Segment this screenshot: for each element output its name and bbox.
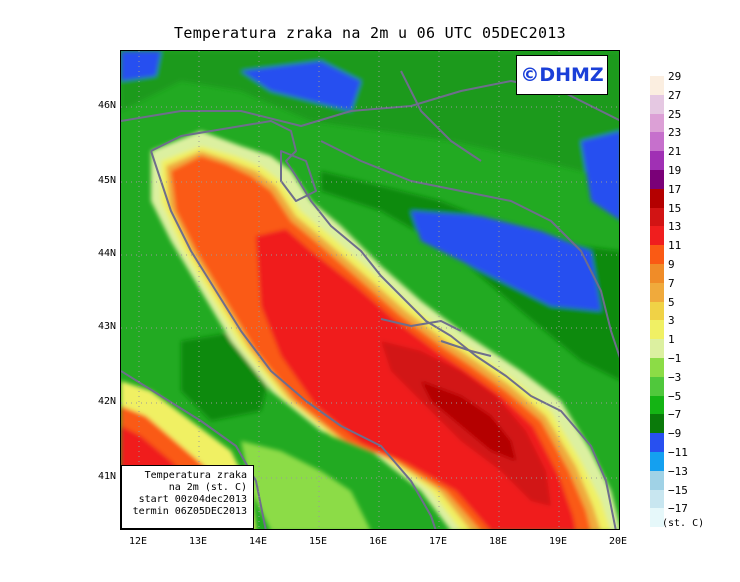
- legend-label: −15: [668, 483, 688, 497]
- legend-label: 21: [668, 145, 682, 159]
- legend-label: 3: [668, 314, 675, 328]
- lat-label-45n: 45N: [97, 175, 116, 186]
- cold-zone-north: [241, 61, 361, 111]
- lon-label-18e: 18E: [488, 536, 508, 547]
- lat-label-43n: 43N: [97, 321, 116, 332]
- border-north: [121, 80, 619, 127]
- legend-swatch: [650, 508, 664, 528]
- legend-swatch: [650, 282, 664, 302]
- adriatic-west-coast: [150, 150, 437, 529]
- sea-zone-7: [421, 381, 516, 461]
- temperature-field: [121, 51, 619, 529]
- lat-label-41n: 41N: [97, 471, 116, 482]
- lat-label-46n: 46N: [97, 100, 116, 111]
- adriatic-east-coast: [150, 120, 617, 529]
- legend-swatch: [650, 301, 664, 321]
- legend-label: 27: [668, 88, 682, 102]
- lat-label-42n: 42N: [97, 396, 116, 407]
- legend-label: 25: [668, 107, 682, 121]
- legend-label: −1: [668, 352, 682, 365]
- legend-swatch: [650, 470, 664, 490]
- legend-swatch: [650, 358, 664, 377]
- legend-label: 5: [668, 295, 675, 309]
- legend-label: −9: [668, 427, 682, 441]
- legend-swatch: [650, 339, 664, 358]
- legend-swatch: [650, 264, 664, 283]
- legend-swatch: [650, 188, 664, 208]
- island-hvar: [380, 318, 462, 332]
- legend-swatch: [650, 113, 664, 133]
- island-korcula: [440, 340, 492, 357]
- legend-swatch: [650, 151, 664, 170]
- lon-label-17e: 17E: [428, 536, 448, 547]
- legend-label: −17: [668, 502, 688, 516]
- legend-label: 29: [668, 70, 682, 83]
- legend-label: 23: [668, 126, 682, 140]
- border-slovenia: [400, 70, 482, 162]
- inland-dark-zone: [321, 171, 619, 380]
- lon-label-14e: 14E: [248, 536, 268, 547]
- legend-swatch: [650, 94, 664, 114]
- lon-label-12e: 12E: [128, 536, 148, 547]
- lon-label-13e: 13E: [188, 536, 208, 547]
- info-line-1: Temperatura zraka: [144, 470, 247, 481]
- italy-inland-zone: [241, 441, 370, 529]
- legend-label: 19: [668, 164, 682, 177]
- legend-swatch: [650, 452, 664, 471]
- legend-label: −5: [668, 389, 682, 403]
- legend-label: 1: [668, 333, 675, 347]
- island-krk: [280, 150, 317, 202]
- legend-swatch: [650, 170, 664, 189]
- info-line-2: na 2m (st. C): [168, 482, 247, 493]
- legend-swatch: [650, 489, 664, 509]
- legend-label: 7: [668, 276, 675, 290]
- legend-label: −3: [668, 370, 682, 384]
- tyrrhenian-coast: [121, 370, 267, 529]
- graticule: [121, 51, 619, 529]
- info-line-4: termin 06Z05DEC2013: [132, 506, 247, 517]
- legend-label: −7: [668, 408, 682, 422]
- legend-label: −13: [668, 464, 688, 478]
- cold-zone-corner: [121, 51, 161, 81]
- legend-swatch: [650, 376, 664, 396]
- lat-label-44n: 44N: [97, 248, 116, 259]
- legend-label: 13: [668, 220, 682, 234]
- coastline-lines: [121, 70, 619, 529]
- legend-swatch: [650, 320, 664, 340]
- legend-swatch: [650, 245, 664, 264]
- legend-swatch: [650, 395, 664, 415]
- temperature-map: [120, 50, 620, 530]
- info-line-3: start 00z04dec2013: [138, 494, 247, 505]
- legend-label: 11: [668, 239, 682, 253]
- cold-zone-east: [411, 211, 601, 311]
- lon-label-15e: 15E: [308, 536, 328, 547]
- map-title: Temperatura zraka na 2m u 06 UTC 05DEC20…: [174, 24, 566, 42]
- legend-swatch: [650, 433, 664, 452]
- info-box: Temperatura zraka na 2m (st. C) start 00…: [121, 465, 254, 529]
- legend-label: 9: [668, 258, 675, 271]
- cold-zone-northeast: [581, 131, 619, 220]
- legend-swatch: [650, 414, 664, 434]
- legend-swatch: [650, 76, 664, 95]
- legend-label: 17: [668, 182, 682, 196]
- legend-swatch: [650, 132, 664, 152]
- legend-label: 15: [668, 201, 682, 215]
- lon-label-20e: 20E: [608, 536, 628, 547]
- copyright-badge: ©DHMZ: [516, 55, 608, 95]
- lon-label-16e: 16E: [368, 536, 388, 547]
- legend-label: −11: [668, 446, 688, 459]
- lon-label-19e: 19E: [548, 536, 568, 547]
- legend-units: (st. C): [662, 518, 705, 529]
- legend-swatch: [650, 207, 664, 227]
- border-inland: [320, 140, 619, 359]
- legend-swatch: [650, 226, 664, 246]
